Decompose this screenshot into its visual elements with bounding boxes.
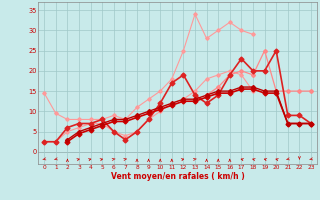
X-axis label: Vent moyen/en rafales ( km/h ): Vent moyen/en rafales ( km/h ) xyxy=(111,172,244,181)
